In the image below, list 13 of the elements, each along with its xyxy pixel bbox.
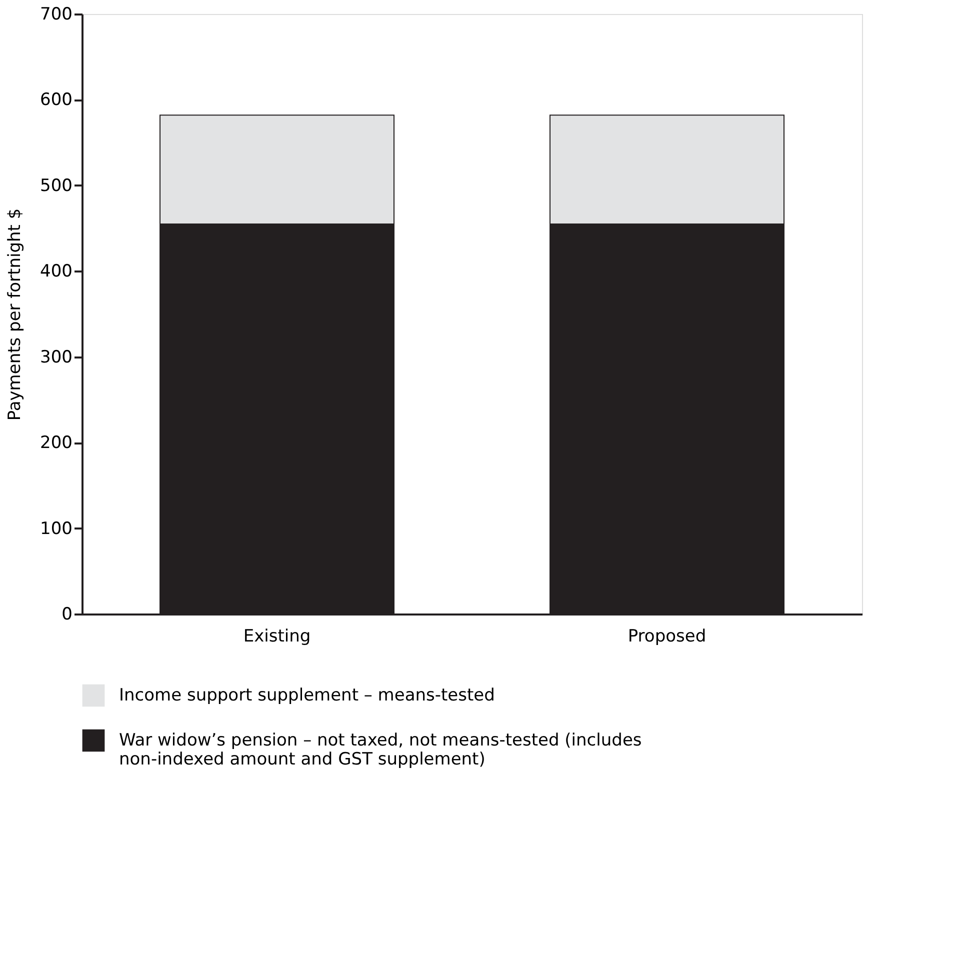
y-tick-label: 700 — [40, 4, 72, 24]
y-tick-label: 600 — [40, 90, 72, 110]
y-tick-label: 500 — [40, 176, 72, 196]
y-tick-label: 400 — [40, 262, 72, 282]
legend-label: War widow’s pension – not taxed, not means-tested (includes non-indexed amount and GST supplement) — [119, 730, 642, 770]
x-tick-label: Existing — [243, 626, 311, 646]
y-tick-label: 100 — [40, 518, 72, 539]
y-axis-title: Payments per fortnight $ — [5, 208, 26, 421]
y-tick-label: 0 — [62, 604, 72, 624]
y-tick-label: 300 — [40, 347, 72, 368]
x-tick-label: Proposed — [628, 626, 706, 646]
legend-label: Income support supplement – means-tested — [119, 686, 495, 706]
y-tick-label: 200 — [40, 433, 72, 454]
